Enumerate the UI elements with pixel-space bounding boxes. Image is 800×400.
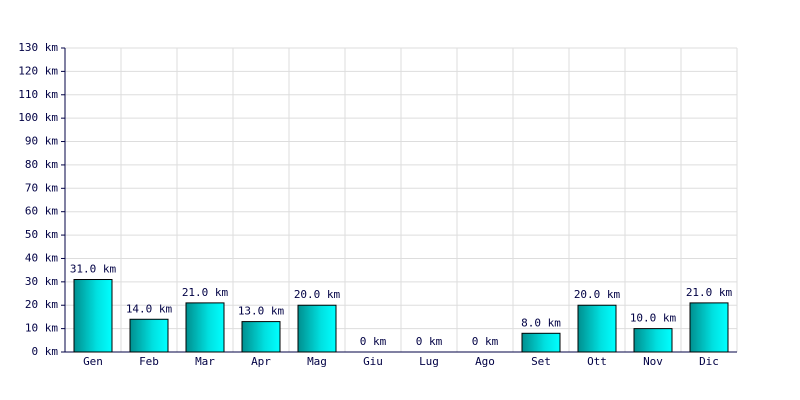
- value-label: 0 km: [360, 335, 387, 348]
- value-label: 21.0 km: [686, 286, 733, 299]
- value-label: 0 km: [416, 335, 443, 348]
- bar: [689, 302, 729, 353]
- y-tick-label: 110 km: [18, 88, 58, 101]
- bar: [633, 328, 673, 353]
- y-tick-label: 0 km: [32, 345, 59, 358]
- y-tick-label: 60 km: [25, 205, 58, 218]
- value-label: 31.0 km: [70, 263, 117, 276]
- value-label: 8.0 km: [521, 316, 561, 329]
- x-tick-label: Ago: [475, 355, 495, 368]
- bar: [185, 302, 225, 353]
- value-label: 13.0 km: [238, 305, 285, 318]
- y-tick-label: 100 km: [18, 111, 58, 124]
- bar: [73, 279, 113, 353]
- x-tick-label: Set: [531, 355, 551, 368]
- y-tick-label: 40 km: [25, 251, 58, 264]
- x-tick-label: Mar: [195, 355, 215, 368]
- y-tick-label: 10 km: [25, 322, 58, 335]
- x-tick-label: Feb: [139, 355, 159, 368]
- y-tick-label: 20 km: [25, 298, 58, 311]
- y-tick-label: 130 km: [18, 41, 58, 54]
- value-label: 0 km: [472, 335, 499, 348]
- bar: [521, 332, 561, 353]
- x-tick-label: Ott: [587, 355, 607, 368]
- bar: [297, 304, 337, 353]
- y-tick-label: 50 km: [25, 228, 58, 241]
- x-tick-label: Nov: [643, 355, 663, 368]
- y-tick-label: 120 km: [18, 64, 58, 77]
- value-label: 10.0 km: [630, 312, 677, 325]
- x-tick-label: Giu: [363, 355, 383, 368]
- x-tick-label: Mag: [307, 355, 327, 368]
- bar: [129, 318, 169, 353]
- y-tick-label: 30 km: [25, 275, 58, 288]
- bar: [577, 304, 617, 353]
- y-tick-label: 70 km: [25, 181, 58, 194]
- y-tick-label: 90 km: [25, 135, 58, 148]
- x-tick-label: Dic: [699, 355, 719, 368]
- value-label: 14.0 km: [126, 302, 173, 315]
- value-label: 20.0 km: [294, 288, 341, 301]
- x-tick-label: Lug: [419, 355, 439, 368]
- bar: [241, 321, 281, 353]
- value-label: 20.0 km: [574, 288, 621, 301]
- value-label: 21.0 km: [182, 286, 229, 299]
- x-tick-label: Apr: [251, 355, 271, 368]
- x-tick-label: Gen: [83, 355, 103, 368]
- y-tick-label: 80 km: [25, 158, 58, 171]
